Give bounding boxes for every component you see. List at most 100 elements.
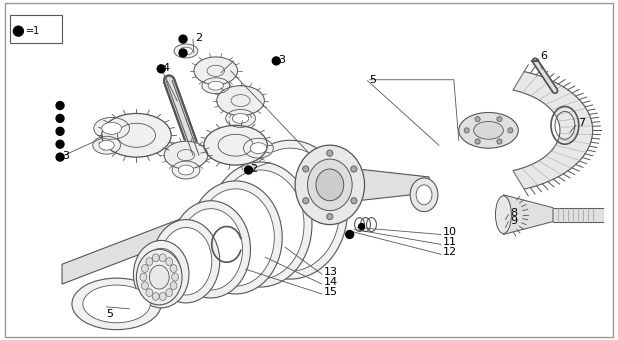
Circle shape — [179, 35, 187, 43]
Circle shape — [327, 150, 333, 156]
Ellipse shape — [142, 265, 148, 272]
Ellipse shape — [194, 57, 237, 85]
Circle shape — [179, 49, 187, 57]
Ellipse shape — [232, 140, 348, 279]
FancyBboxPatch shape — [11, 15, 62, 43]
Text: 14: 14 — [324, 277, 338, 287]
Circle shape — [14, 26, 23, 36]
Ellipse shape — [146, 258, 153, 266]
Circle shape — [351, 198, 357, 204]
Ellipse shape — [137, 249, 182, 305]
Ellipse shape — [166, 289, 172, 296]
Text: 7: 7 — [578, 118, 585, 129]
Text: 9: 9 — [510, 216, 517, 225]
Ellipse shape — [146, 289, 153, 296]
Ellipse shape — [170, 265, 177, 272]
Text: 3: 3 — [278, 55, 286, 65]
Ellipse shape — [308, 159, 352, 211]
Ellipse shape — [189, 181, 282, 294]
Ellipse shape — [142, 248, 181, 300]
Ellipse shape — [159, 292, 166, 301]
Circle shape — [475, 117, 480, 122]
Circle shape — [303, 198, 309, 204]
Circle shape — [245, 166, 253, 174]
Text: 11: 11 — [443, 237, 457, 248]
Circle shape — [508, 128, 513, 133]
Ellipse shape — [140, 273, 147, 281]
Ellipse shape — [179, 165, 193, 175]
Ellipse shape — [174, 44, 198, 58]
Ellipse shape — [243, 138, 273, 158]
Ellipse shape — [179, 47, 193, 55]
Polygon shape — [340, 167, 429, 203]
Circle shape — [464, 128, 469, 133]
Ellipse shape — [416, 185, 432, 205]
Circle shape — [475, 139, 480, 144]
Ellipse shape — [410, 178, 438, 212]
Text: 12: 12 — [443, 247, 457, 257]
Ellipse shape — [152, 292, 159, 301]
Circle shape — [273, 57, 280, 65]
Ellipse shape — [172, 273, 179, 281]
Circle shape — [497, 139, 502, 144]
Ellipse shape — [170, 282, 177, 290]
Circle shape — [56, 140, 64, 148]
Circle shape — [56, 153, 64, 161]
Text: 8: 8 — [510, 208, 517, 218]
Ellipse shape — [172, 161, 200, 179]
Ellipse shape — [204, 125, 268, 165]
Ellipse shape — [202, 78, 230, 94]
Circle shape — [157, 65, 165, 73]
Text: 13: 13 — [324, 267, 338, 277]
Circle shape — [497, 117, 502, 122]
Circle shape — [358, 224, 365, 230]
Text: 2: 2 — [250, 164, 258, 174]
Ellipse shape — [142, 282, 148, 290]
Ellipse shape — [152, 254, 159, 262]
Circle shape — [345, 231, 353, 238]
Text: 6: 6 — [540, 51, 547, 61]
Ellipse shape — [232, 114, 249, 123]
Circle shape — [56, 115, 64, 122]
Ellipse shape — [197, 189, 274, 286]
Ellipse shape — [226, 109, 255, 128]
Circle shape — [303, 166, 309, 172]
Ellipse shape — [171, 201, 250, 298]
Ellipse shape — [102, 114, 171, 157]
Text: 5: 5 — [370, 75, 376, 85]
Ellipse shape — [93, 136, 121, 154]
Circle shape — [351, 166, 357, 172]
Ellipse shape — [99, 140, 114, 150]
Ellipse shape — [83, 285, 150, 323]
Ellipse shape — [295, 145, 365, 224]
Text: =1: =1 — [27, 26, 41, 36]
Circle shape — [56, 128, 64, 135]
FancyBboxPatch shape — [4, 3, 614, 337]
Polygon shape — [504, 195, 553, 235]
Ellipse shape — [102, 122, 122, 134]
Ellipse shape — [473, 121, 504, 139]
Ellipse shape — [72, 278, 161, 330]
Ellipse shape — [240, 148, 340, 271]
Ellipse shape — [160, 227, 212, 295]
Text: 4: 4 — [162, 63, 169, 73]
Circle shape — [56, 102, 64, 109]
Ellipse shape — [316, 169, 344, 201]
Circle shape — [327, 214, 333, 220]
Ellipse shape — [217, 170, 304, 279]
Ellipse shape — [152, 220, 220, 303]
Ellipse shape — [250, 143, 266, 154]
Ellipse shape — [459, 113, 519, 148]
Ellipse shape — [150, 265, 169, 289]
Text: 3: 3 — [62, 151, 69, 161]
Text: 10: 10 — [443, 227, 457, 237]
Ellipse shape — [496, 196, 511, 234]
Ellipse shape — [217, 86, 265, 116]
Ellipse shape — [94, 117, 130, 139]
Text: 5: 5 — [107, 309, 114, 319]
Ellipse shape — [208, 81, 223, 90]
Ellipse shape — [209, 162, 312, 287]
Ellipse shape — [164, 141, 208, 169]
Text: 15: 15 — [324, 287, 338, 297]
Ellipse shape — [179, 209, 242, 290]
